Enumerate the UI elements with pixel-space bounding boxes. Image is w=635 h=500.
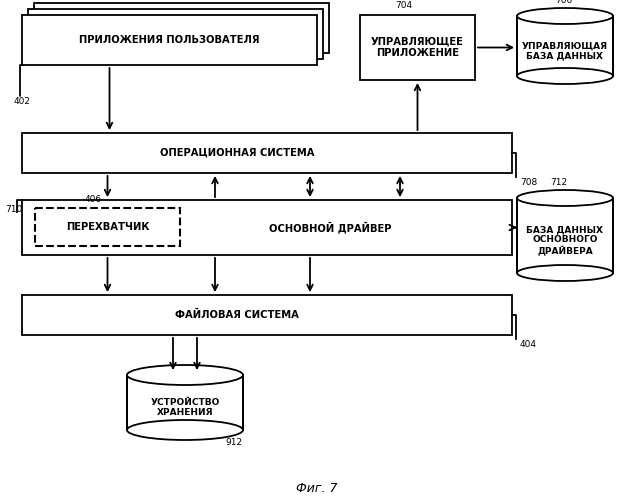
Bar bbox=[518, 198, 612, 273]
Text: 402: 402 bbox=[14, 98, 31, 106]
Bar bbox=[128, 375, 243, 430]
Text: УСТРОЙСТВО
ХРАНЕНИЯ: УСТРОЙСТВО ХРАНЕНИЯ bbox=[150, 398, 220, 417]
Text: ФАЙЛОВАЯ СИСТЕМА: ФАЙЛОВАЯ СИСТЕМА bbox=[175, 310, 299, 320]
Bar bbox=[34, 3, 329, 53]
Bar bbox=[518, 16, 612, 76]
Ellipse shape bbox=[517, 265, 613, 281]
Text: ОПЕРАЦИОННАЯ СИСТЕМА: ОПЕРАЦИОННАЯ СИСТЕМА bbox=[160, 148, 314, 158]
Ellipse shape bbox=[127, 420, 243, 440]
Bar bbox=[28, 9, 323, 59]
Text: 704: 704 bbox=[395, 1, 412, 10]
Bar bbox=[517, 16, 613, 76]
Text: УПРАВЛЯЮЩЕЕ
ПРИЛОЖЕНИЕ: УПРАВЛЯЮЩЕЕ ПРИЛОЖЕНИЕ bbox=[371, 36, 464, 59]
Text: 404: 404 bbox=[520, 340, 537, 349]
Text: Фиг. 7: Фиг. 7 bbox=[297, 482, 338, 494]
Bar bbox=[517, 198, 613, 273]
Text: 912: 912 bbox=[225, 438, 242, 447]
Text: 710: 710 bbox=[5, 205, 22, 214]
Bar bbox=[127, 375, 243, 430]
Text: ОСНОВНОЙ ДРАЙВЕР: ОСНОВНОЙ ДРАЙВЕР bbox=[269, 222, 391, 234]
Ellipse shape bbox=[517, 68, 613, 84]
Bar bbox=[35, 208, 180, 246]
Bar bbox=[22, 15, 317, 65]
Text: 706: 706 bbox=[555, 0, 572, 5]
Text: ПЕРЕХВАТЧИК: ПЕРЕХВАТЧИК bbox=[66, 222, 149, 232]
Text: БАЗА ДАННЫХ
ОСНОВНОГО
ДРАЙВЕРА: БАЗА ДАННЫХ ОСНОВНОГО ДРАЙВЕРА bbox=[526, 225, 603, 256]
Text: ПРИЛОЖЕНИЯ ПОЛЬЗОВАТЕЛЯ: ПРИЛОЖЕНИЯ ПОЛЬЗОВАТЕЛЯ bbox=[79, 35, 260, 45]
Bar bbox=[22, 133, 512, 173]
Bar bbox=[360, 15, 475, 80]
Text: 708: 708 bbox=[520, 178, 537, 187]
Bar bbox=[22, 295, 512, 335]
Text: 406: 406 bbox=[85, 195, 102, 204]
Ellipse shape bbox=[127, 365, 243, 385]
Bar bbox=[22, 200, 512, 255]
Text: 712: 712 bbox=[550, 178, 567, 187]
Text: УПРАВЛЯЮЩАЯ
БАЗА ДАННЫХ: УПРАВЛЯЮЩАЯ БАЗА ДАННЫХ bbox=[522, 42, 608, 60]
Ellipse shape bbox=[517, 8, 613, 24]
Ellipse shape bbox=[517, 190, 613, 206]
